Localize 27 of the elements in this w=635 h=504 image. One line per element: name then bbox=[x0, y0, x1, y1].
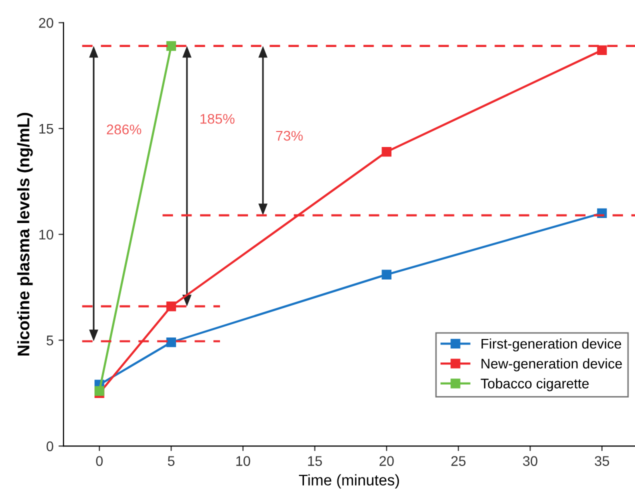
x-tick-label: 20 bbox=[380, 456, 394, 466]
x-tick-label: 15 bbox=[308, 456, 322, 466]
legend-label: Tobacco cigarette bbox=[480, 378, 589, 392]
y-tick-label: 0 bbox=[46, 441, 54, 452]
y-tick-label: 10 bbox=[39, 230, 54, 240]
point bbox=[597, 45, 607, 56]
x-axis-title: Time (minutes) bbox=[298, 474, 399, 488]
point bbox=[166, 41, 176, 51]
point bbox=[382, 270, 392, 280]
annotation: 73% bbox=[276, 130, 303, 141]
y-axis-title: Nicotine plasma levels (ng/mL) bbox=[17, 112, 33, 356]
x-tick-label: 35 bbox=[594, 456, 610, 466]
point bbox=[382, 146, 392, 157]
legend-label: New-generation device bbox=[482, 358, 622, 372]
legend-label: First-generation device bbox=[482, 338, 622, 352]
y-tick-label: 15 bbox=[39, 124, 54, 134]
annotation: 185% bbox=[200, 114, 234, 124]
x-tick-label: 25 bbox=[451, 456, 466, 466]
x-tick-label: 30 bbox=[522, 456, 538, 466]
x-tick-label: 5 bbox=[168, 456, 174, 466]
x-tick-label: 10 bbox=[236, 456, 250, 466]
point bbox=[166, 337, 176, 348]
point bbox=[166, 301, 176, 312]
y-tick-label: 5 bbox=[46, 336, 54, 346]
y-tick-label: 20 bbox=[39, 18, 54, 28]
x-tick-label: 0 bbox=[96, 456, 103, 466]
annotation: 286% bbox=[106, 124, 142, 134]
